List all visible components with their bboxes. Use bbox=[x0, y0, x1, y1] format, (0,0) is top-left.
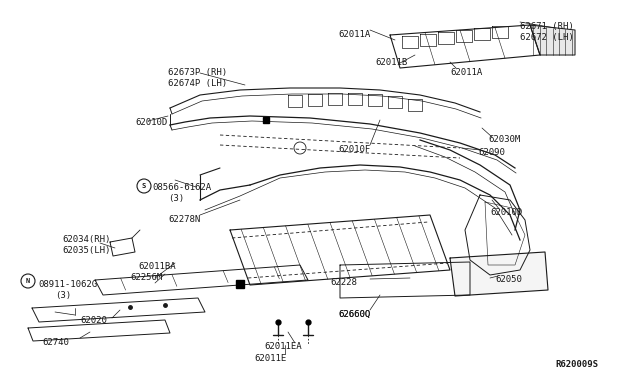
Text: S: S bbox=[142, 183, 146, 189]
Text: 62034(RH): 62034(RH) bbox=[62, 235, 110, 244]
Text: 62673P (RH): 62673P (RH) bbox=[168, 68, 227, 77]
Text: 62050: 62050 bbox=[495, 275, 522, 284]
Text: 62011BA: 62011BA bbox=[138, 262, 175, 271]
Text: 62010D: 62010D bbox=[490, 208, 522, 217]
Text: 62020: 62020 bbox=[80, 316, 107, 325]
Text: 62011EA: 62011EA bbox=[264, 342, 301, 351]
Text: 62011A: 62011A bbox=[450, 68, 483, 77]
Text: 62256M: 62256M bbox=[130, 273, 163, 282]
Text: 62011A: 62011A bbox=[338, 30, 371, 39]
Text: 62011B: 62011B bbox=[375, 58, 407, 67]
Text: 62030M: 62030M bbox=[488, 135, 520, 144]
Text: 62090: 62090 bbox=[478, 148, 505, 157]
Text: 62010F: 62010F bbox=[338, 145, 371, 154]
Text: 62674P (LH): 62674P (LH) bbox=[168, 79, 227, 88]
Text: 62278N: 62278N bbox=[168, 215, 200, 224]
Text: 62671 (RH): 62671 (RH) bbox=[520, 22, 573, 31]
Bar bbox=[236, 280, 244, 288]
Text: (3): (3) bbox=[168, 194, 184, 203]
Text: 08566-6162A: 08566-6162A bbox=[152, 183, 211, 192]
Text: (3): (3) bbox=[55, 291, 71, 300]
Text: N: N bbox=[26, 278, 30, 284]
Text: 62228: 62228 bbox=[330, 278, 357, 287]
Polygon shape bbox=[450, 252, 548, 296]
Text: 62672 (LH): 62672 (LH) bbox=[520, 33, 573, 42]
Text: R620009S: R620009S bbox=[555, 360, 598, 369]
Text: 62035(LH): 62035(LH) bbox=[62, 246, 110, 255]
Polygon shape bbox=[530, 25, 575, 55]
Text: 62660Q: 62660Q bbox=[338, 310, 371, 319]
Text: 08911-1062G: 08911-1062G bbox=[38, 280, 97, 289]
Text: 62011E: 62011E bbox=[254, 354, 286, 363]
Text: 62660Q: 62660Q bbox=[338, 310, 371, 319]
Text: 62010D: 62010D bbox=[135, 118, 167, 127]
Text: 62740: 62740 bbox=[42, 338, 69, 347]
